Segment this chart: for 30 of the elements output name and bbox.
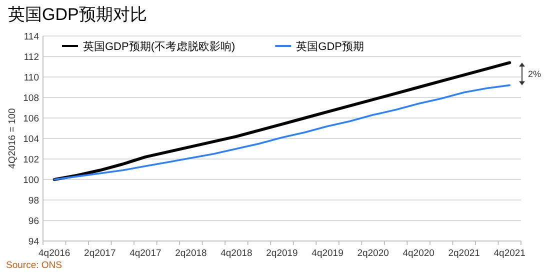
x-tick-label: 4q2017 [130,248,162,259]
legend-label: 英国GDP预期 [296,40,364,53]
text: 2% [528,68,542,79]
y-tick-label: 110 [24,72,39,84]
x-tick-label: 4q2020 [402,248,434,259]
x-tick-label: 4q2016 [38,248,70,259]
y-tick-label: 106 [23,114,39,124]
source-note: Source: ONS [6,260,62,271]
x-tick-label: 2q2021 [448,248,480,259]
line-series [52,61,512,181]
x-tick-label: 4q2021 [494,248,526,259]
y-tick-label: 104 [23,134,39,145]
y-tick-label: 98 [28,196,39,206]
y-axis-title: 4Q2016 = 100 [7,108,18,169]
x-tick-label: 2q2020 [357,248,389,259]
chart-title: 英国GDP预期对比 [8,5,147,24]
x-tick-label: 2q2018 [175,248,207,259]
y-tick-label: 112 [24,52,39,63]
line-series [53,84,511,180]
x-tick-label: 4q2018 [220,248,252,259]
y-tick-label: 108 [23,93,39,104]
x-tick-label: 2q2017 [84,248,116,259]
x-tick-label: 4q2019 [312,248,344,259]
y-tick-label: 114 [24,32,39,42]
y-tick-label: 102 [23,154,39,166]
legend-label: 英国GDP预期(不考虑脱欧影响) [83,40,236,53]
y-tick-label: 94 [28,236,39,248]
x-tick-label: 2q2019 [266,248,298,259]
y-tick-label: 100 [23,175,39,186]
y-tick-label: 96 [28,216,39,227]
